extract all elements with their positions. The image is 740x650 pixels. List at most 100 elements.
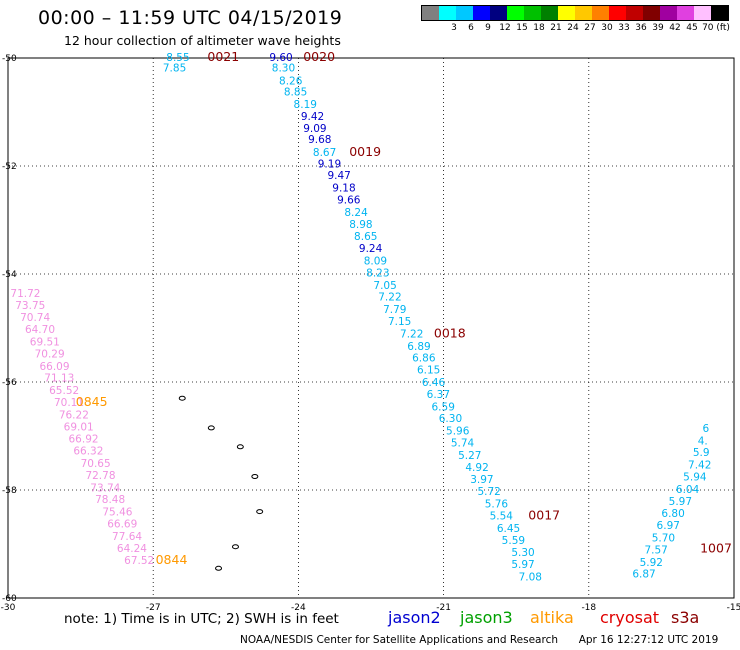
swh-value-label: 76.22	[59, 409, 89, 421]
swh-value-label: 9.42	[301, 111, 324, 123]
color-scale-boxes	[421, 5, 729, 21]
scale-label: 9	[485, 23, 491, 33]
scale-swatch	[575, 6, 592, 20]
swh-value-label: 64.70	[25, 324, 55, 336]
swh-value-label: 5.9	[693, 447, 710, 459]
scale-label: 18	[533, 23, 545, 33]
longitude-tick-label: -18	[581, 603, 596, 613]
scale-label: 45	[686, 23, 698, 33]
swh-value-label: 72.78	[85, 470, 115, 482]
scale-label: 70 (ft)	[702, 23, 730, 33]
swh-value-label: 6.97	[657, 520, 680, 532]
swh-value-label: 5.70	[652, 533, 675, 545]
swh-value-label: 66.32	[73, 446, 103, 458]
swh-value-label: 78.48	[95, 494, 125, 506]
latitude-tick-label: -54	[2, 270, 17, 280]
pass-time-label: 0019	[349, 144, 381, 159]
swh-value-label: 5.76	[485, 499, 509, 511]
longitude-tick-label: -24	[291, 603, 306, 613]
scale-label: 12	[499, 23, 511, 33]
longitude-tick-label: -21	[436, 603, 451, 613]
swh-value-label: 9.09	[303, 123, 326, 135]
swh-value-label: 5.94	[683, 472, 707, 484]
swh-value-label: 7.08	[519, 571, 542, 583]
swh-value-label: 70.74	[20, 312, 50, 324]
legend-item-jason2: jason2	[388, 608, 441, 627]
scale-swatch	[609, 6, 626, 20]
swh-value-label: 5.59	[502, 535, 525, 547]
swh-value-label: 9.18	[332, 183, 355, 195]
swh-value-label: 9.24	[359, 243, 383, 255]
swh-value-label: 6.87	[632, 569, 655, 581]
swh-value-label: 8.55	[166, 52, 189, 64]
swh-value-label: 5.97	[511, 559, 534, 571]
swh-value-label: 6	[703, 423, 710, 435]
swh-value-label: 8.67	[313, 147, 336, 159]
swh-value-label: 6.89	[407, 341, 430, 353]
swh-value-label: 5.74	[451, 437, 475, 449]
swh-value-label: 5.96	[446, 426, 470, 438]
swh-value-label: 6.86	[412, 353, 436, 365]
swh-value-label: 9.19	[318, 158, 341, 170]
pass-time-label: 0017	[528, 507, 560, 522]
swh-value-label: 9.60	[269, 52, 292, 64]
scale-label: 27	[584, 23, 596, 33]
color-scale-labels: 3 6 9 12 15 18 21 24 27 30 33 36 39 42 45 70 (ft)	[421, 21, 730, 35]
swh-value-label: 8.24	[344, 207, 368, 219]
scale-swatch	[473, 6, 490, 20]
scale-label: 42	[669, 23, 681, 33]
swh-value-label: 69.51	[30, 337, 60, 349]
swh-value-label: 73.75	[15, 300, 45, 312]
swh-value-label: 8.98	[349, 219, 372, 231]
swh-value-label: 67.52	[124, 555, 154, 567]
swh-value-label: 8.26	[279, 76, 303, 88]
swh-value-label: 69.01	[64, 421, 94, 433]
swh-value-label: 71.13	[44, 373, 74, 385]
scale-swatch	[456, 6, 473, 20]
island-outline	[207, 425, 215, 431]
latitude-tick-label: -56	[2, 378, 17, 388]
pass-time-label: 0020	[303, 49, 335, 64]
swh-value-label: 8.19	[294, 99, 317, 111]
swh-value-label: 6.30	[439, 413, 462, 425]
swh-value-label: 5.97	[669, 496, 692, 508]
swh-value-label: 5.27	[458, 450, 481, 462]
swh-value-label: 7.05	[373, 280, 396, 292]
pass-time-label: 0845	[76, 394, 108, 409]
legend-item-altika: altika	[530, 608, 574, 627]
scale-swatch	[711, 6, 728, 20]
pass-time-label: 0844	[156, 552, 188, 567]
swh-value-label: 6.46	[422, 377, 446, 389]
swh-value-label: 8.85	[284, 86, 307, 98]
scale-label: 6	[468, 23, 474, 33]
swh-value-label: 8.23	[366, 267, 389, 279]
pass-time-label: 1007	[700, 540, 732, 555]
swh-value-label: 7.42	[688, 460, 711, 472]
scale-swatch	[558, 6, 575, 20]
latitude-tick-label: -60	[2, 594, 17, 604]
latitude-tick-label: -50	[2, 54, 17, 64]
scale-swatch	[626, 6, 643, 20]
swh-value-label: 7.22	[378, 292, 401, 304]
island-outline	[251, 474, 259, 479]
swh-value-label: 7.57	[644, 544, 667, 556]
legend-item-s3a: s3a	[671, 608, 700, 627]
swh-value-label: 9.66	[337, 194, 361, 206]
swh-value-label: 9.68	[308, 134, 331, 146]
scale-swatch	[507, 6, 524, 20]
swh-value-label: 71.72	[10, 288, 40, 300]
swh-value-label: 5.30	[511, 547, 534, 559]
swh-value-label: 4.	[698, 435, 708, 447]
scale-label: 3	[451, 23, 457, 33]
swh-value-label: 8.30	[272, 63, 295, 75]
swh-value-label: 7.22	[400, 328, 423, 340]
longitude-tick-label: -15	[727, 603, 740, 613]
swh-value-label: 6.80	[661, 508, 684, 520]
swh-value-label: 7.15	[388, 316, 411, 328]
island-outline	[178, 395, 186, 401]
scale-label: 21	[550, 23, 562, 33]
latitude-tick-label: -52	[2, 162, 17, 172]
swh-value-label: 75.46	[102, 507, 132, 519]
swh-value-label: 66.09	[39, 361, 69, 373]
